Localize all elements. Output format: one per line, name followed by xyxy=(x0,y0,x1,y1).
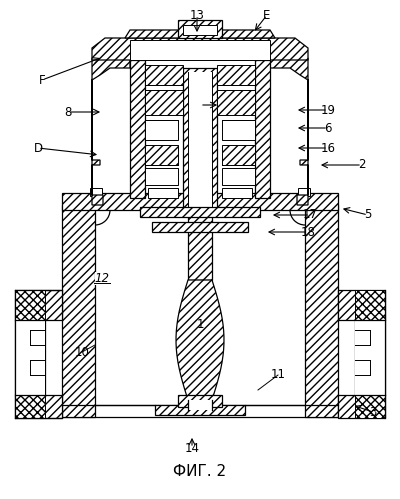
Text: 14: 14 xyxy=(184,442,200,455)
Polygon shape xyxy=(62,205,95,417)
Polygon shape xyxy=(305,205,338,417)
Text: 16: 16 xyxy=(320,142,336,155)
Polygon shape xyxy=(145,120,178,140)
Polygon shape xyxy=(15,290,62,418)
Bar xyxy=(90,188,102,196)
Polygon shape xyxy=(92,38,308,60)
Text: 1: 1 xyxy=(196,318,204,331)
Polygon shape xyxy=(355,290,385,320)
Polygon shape xyxy=(145,65,183,85)
Polygon shape xyxy=(217,90,255,115)
Polygon shape xyxy=(155,405,245,415)
Polygon shape xyxy=(338,290,385,418)
Polygon shape xyxy=(15,395,45,418)
Polygon shape xyxy=(183,68,217,210)
Text: E: E xyxy=(263,8,271,21)
Text: 6: 6 xyxy=(324,121,332,135)
Text: 2: 2 xyxy=(358,159,366,172)
Text: 12: 12 xyxy=(94,271,110,284)
Bar xyxy=(188,72,212,207)
Bar xyxy=(178,20,222,38)
Polygon shape xyxy=(152,222,248,232)
Polygon shape xyxy=(255,60,270,198)
Polygon shape xyxy=(92,58,130,205)
Bar xyxy=(298,188,310,196)
Text: 5: 5 xyxy=(364,209,372,222)
Polygon shape xyxy=(145,168,178,185)
Polygon shape xyxy=(188,400,212,410)
Polygon shape xyxy=(130,60,145,198)
Polygon shape xyxy=(145,145,178,165)
Polygon shape xyxy=(62,193,338,210)
Text: 19: 19 xyxy=(320,103,336,116)
Bar xyxy=(183,25,217,35)
Polygon shape xyxy=(222,120,255,140)
Polygon shape xyxy=(355,395,385,418)
Polygon shape xyxy=(148,188,178,198)
Polygon shape xyxy=(222,188,252,198)
Text: 3: 3 xyxy=(369,406,377,419)
Polygon shape xyxy=(125,30,275,38)
Polygon shape xyxy=(188,210,212,280)
Text: 13: 13 xyxy=(190,8,204,21)
Polygon shape xyxy=(178,395,222,407)
Text: 10: 10 xyxy=(74,345,90,358)
Polygon shape xyxy=(176,280,224,400)
Polygon shape xyxy=(15,290,45,320)
Text: 8: 8 xyxy=(64,105,72,118)
Polygon shape xyxy=(270,58,308,205)
Text: 18: 18 xyxy=(300,226,316,239)
Bar xyxy=(355,320,385,395)
Bar xyxy=(130,40,270,60)
Polygon shape xyxy=(145,90,183,115)
Polygon shape xyxy=(217,65,255,85)
Text: D: D xyxy=(34,142,42,155)
Bar xyxy=(62,405,338,417)
Text: F: F xyxy=(39,73,45,86)
Polygon shape xyxy=(222,145,255,165)
Text: 11: 11 xyxy=(270,368,286,382)
Polygon shape xyxy=(222,168,255,185)
Text: ФИГ. 2: ФИГ. 2 xyxy=(174,465,226,480)
Bar xyxy=(15,320,45,395)
Text: 17: 17 xyxy=(302,209,318,222)
Polygon shape xyxy=(140,207,260,217)
